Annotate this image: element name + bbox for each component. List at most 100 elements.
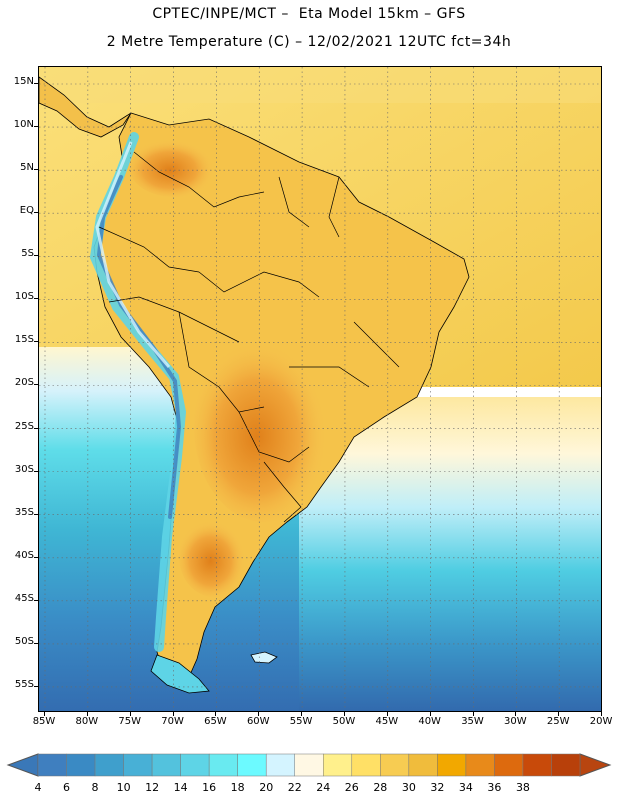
lon-tick-label: 35W <box>461 716 484 727</box>
lon-tick <box>44 712 45 716</box>
colorbar-label: 38 <box>516 781 530 794</box>
colorbar-swatch <box>208 753 238 777</box>
colorbar-high-arrow <box>579 753 612 777</box>
colorbar-label: 26 <box>345 781 359 794</box>
chart-subtitle: 2 Metre Temperature (C) – 12/02/2021 12U… <box>106 34 512 50</box>
colorbar-swatch <box>94 753 124 777</box>
colorbar-label: 8 <box>92 781 99 794</box>
colorbar-label: 28 <box>373 781 387 794</box>
lat-tick <box>34 341 38 343</box>
colorbar-swatch <box>37 753 67 777</box>
temperature-map <box>38 66 602 712</box>
colorbar-swatch <box>323 753 353 777</box>
colorbar-label: 10 <box>117 781 131 794</box>
colorbar-label: 14 <box>174 781 188 794</box>
lon-tick-label: 65W <box>204 716 227 727</box>
lon-tick <box>258 712 260 716</box>
ocean-atlantic-south <box>299 397 601 711</box>
colorbar-swatch <box>551 753 581 777</box>
lat-tick-label: 40S <box>14 549 34 561</box>
colorbar-label: 32 <box>430 781 444 794</box>
lon-tick <box>515 712 517 716</box>
lon-tick-label: 25W <box>546 716 570 727</box>
lat-tick <box>34 212 38 214</box>
lon-tick <box>172 712 174 716</box>
falkland-islands <box>250 651 278 664</box>
colorbar-swatch <box>180 753 210 777</box>
colorbar-label: 20 <box>259 781 273 794</box>
lon-tick <box>472 712 474 716</box>
lon-tick <box>343 712 345 716</box>
colorbar-label: 24 <box>316 781 330 794</box>
colorbar-swatch <box>522 753 552 777</box>
colorbar-swatch <box>465 753 495 777</box>
colorbar-swatch <box>151 753 181 777</box>
colorbar-swatch <box>123 753 153 777</box>
lat-tick-label: EQ <box>19 205 34 217</box>
country-borders <box>98 151 400 523</box>
colorbar-swatch <box>351 753 381 777</box>
lon-tick-label: 40W <box>418 716 441 727</box>
colorbar-label: 16 <box>202 781 216 794</box>
lon-tick-label: 80W <box>75 716 99 727</box>
temperature-colorbar: 4 6 8 10 12 14 16 18 20 22 24 26 28 30 32 34 36 38 <box>6 753 612 794</box>
lat-tick <box>34 556 38 558</box>
chart-title: CPTEC/INPE/MCT – Eta Model 15km – GFS <box>152 6 466 22</box>
lon-tick <box>558 712 560 716</box>
lat-tick-label: 15N <box>13 76 34 87</box>
lat-tick-label: 10N <box>13 119 34 131</box>
lat-tick-label: 5N <box>20 162 34 174</box>
lat-tick <box>34 599 38 601</box>
colorbar-label: 4 <box>35 781 42 794</box>
colorbar-low-arrow <box>6 753 39 777</box>
heat-core-venezuela <box>129 137 219 197</box>
lat-tick <box>34 169 38 171</box>
central-america-land <box>39 76 132 138</box>
lat-tick <box>34 685 38 687</box>
lon-tick <box>215 712 217 716</box>
colorbar-label: 34 <box>459 781 473 794</box>
lon-tick <box>601 712 603 716</box>
lat-tick <box>34 642 38 644</box>
colorbar-label: 36 <box>487 781 501 794</box>
colorbar-swatch <box>66 753 96 777</box>
colorbar-swatch <box>380 753 410 777</box>
lon-tick-label: 55W <box>289 716 313 727</box>
lon-tick-label: 85W <box>32 716 56 727</box>
lat-tick-label: 30S <box>14 463 34 475</box>
colorbar-swatch <box>265 753 295 777</box>
lat-tick <box>34 470 38 472</box>
colorbar-swatch <box>408 753 438 777</box>
lat-tick <box>34 384 38 386</box>
lon-tick-label: 75W <box>118 716 141 727</box>
tierra-del-fuego <box>150 654 210 694</box>
lon-tick-label: 70W <box>161 716 184 727</box>
lon-tick <box>129 712 131 716</box>
colorbar-swatch <box>437 753 467 777</box>
colorbar-label: 22 <box>288 781 302 794</box>
lon-tick <box>386 712 388 716</box>
lat-tick <box>34 427 38 429</box>
lat-tick <box>34 255 38 257</box>
lat-tick <box>34 126 38 128</box>
lon-tick-label: 50W <box>332 716 356 727</box>
lat-tick-label: 35S <box>14 506 34 518</box>
colorbar-swatch <box>237 753 267 777</box>
heat-core-chaco <box>194 332 334 522</box>
lat-tick-label: 25S <box>14 420 34 432</box>
lon-tick-label: 45W <box>375 716 399 727</box>
lat-tick-label: 10S <box>14 291 34 303</box>
lat-tick <box>34 298 38 300</box>
colorbar-label: 30 <box>402 781 416 794</box>
colorbar-swatch <box>294 753 324 777</box>
lat-tick-label: 50S <box>14 635 34 647</box>
lat-tick-label: 55S <box>14 678 34 690</box>
colorbar-label: 12 <box>145 781 159 794</box>
lat-tick <box>34 513 38 515</box>
colorbar-label: 6 <box>63 781 70 794</box>
lat-tick-label: 20S <box>14 377 34 389</box>
colorbar-label: 18 <box>231 781 245 794</box>
lon-tick <box>429 712 431 716</box>
lat-tick-label: 5S <box>21 248 34 260</box>
lon-tick-label: 30W <box>504 716 527 727</box>
